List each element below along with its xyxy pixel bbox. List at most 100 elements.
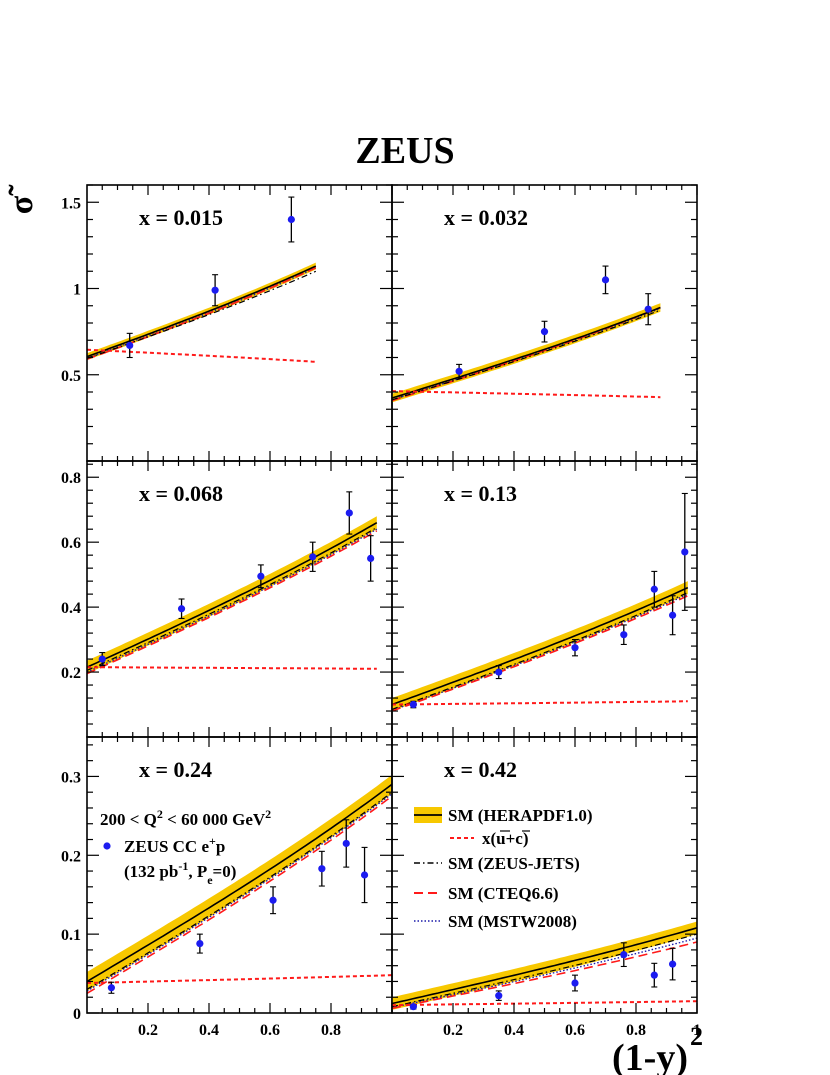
data-marker — [98, 655, 106, 663]
data-point — [342, 819, 350, 868]
cteq-curve — [86, 530, 378, 675]
data-marker — [211, 286, 219, 294]
legend-label: SM (ZEUS-JETS) — [448, 854, 580, 873]
legend-label: SM (HERAPDF1.0) — [448, 806, 592, 825]
data-point — [257, 564, 265, 589]
data-point — [269, 886, 277, 915]
q2-range-label: 200 < Q2 < 60 000 GeV2 — [100, 807, 271, 829]
legend-item-mstw: SM (MSTW2008) — [414, 912, 577, 931]
panel-label: x = 0.24 — [139, 757, 212, 782]
y-tick-label: 0.1 — [61, 927, 81, 944]
data-point — [620, 942, 628, 968]
sea-curve — [87, 666, 377, 670]
data-point — [571, 974, 579, 992]
cteq-curve — [391, 595, 689, 712]
data-marker — [345, 509, 353, 517]
lumi-label: (132 pb-1, Pe=0) — [124, 859, 236, 887]
data-marker — [342, 839, 350, 848]
y-tick-label: 0.3 — [61, 769, 81, 786]
x-tick-label: 0.8 — [321, 1022, 341, 1039]
x-axis-label-exponent: 2 — [690, 1022, 703, 1051]
herapdf-curve — [86, 783, 393, 983]
data-marker — [318, 865, 326, 873]
panel-label: x = 0.42 — [444, 757, 517, 782]
data-marker — [620, 631, 628, 639]
data-point — [177, 598, 186, 620]
data-point — [345, 491, 353, 535]
sea-curve — [86, 974, 393, 984]
legend-item-zeus-jets: SM (ZEUS-JETS) — [414, 854, 580, 873]
data-marker — [409, 700, 417, 709]
data-point — [495, 665, 503, 680]
herapdf-curve — [391, 927, 698, 1005]
herapdf-band — [87, 516, 377, 674]
data-marker — [540, 328, 549, 336]
panel-0-015: 0.5 1 1.5 x = 0.015 — [61, 184, 393, 462]
sea-curve — [391, 390, 661, 399]
data-marker — [669, 611, 677, 619]
y-tick-label: 0.4 — [61, 600, 81, 617]
legend-item-herapdf: SM (HERAPDF1.0) — [414, 806, 592, 825]
herapdf-curve — [86, 522, 378, 668]
data-point — [620, 624, 628, 646]
data-marker — [196, 940, 204, 948]
data-marker — [620, 951, 628, 959]
data-point — [495, 990, 503, 1001]
data-marker — [650, 585, 658, 593]
legend-label: x(u+c) — [482, 829, 529, 848]
data-marker — [107, 984, 115, 992]
x-tick-label: 0.6 — [260, 1022, 280, 1039]
data-point — [571, 639, 579, 657]
data-marker — [495, 668, 503, 676]
panel-0-42: 0.2 0.4 0.6 0.8 1 x = 0.42 SM (HERAPDF1.0) x(u+… — [391, 736, 701, 1039]
data-point — [309, 541, 317, 572]
x-tick-label: 0.8 — [626, 1022, 646, 1039]
data-marker — [644, 305, 652, 313]
data-legend-marker — [103, 842, 111, 850]
y-tick-label: 1.5 — [61, 195, 81, 212]
x-tick-label: 1 — [693, 1022, 701, 1039]
data-marker — [571, 979, 579, 987]
data-point — [601, 265, 610, 295]
data-legend-label: ZEUS CC e+p — [124, 834, 225, 856]
data-marker — [650, 971, 658, 979]
data-marker — [455, 367, 463, 375]
data-marker — [601, 276, 610, 284]
data-point — [98, 652, 106, 667]
panel-label: x = 0.015 — [139, 205, 223, 230]
x-axis-label: (1-y) 2 — [612, 1022, 703, 1075]
data-point — [126, 332, 134, 359]
panel-frame — [86, 184, 393, 462]
x-tick-label: 0.2 — [443, 1022, 463, 1039]
panel-0-13: x = 0.13 — [391, 460, 698, 738]
data-marker — [177, 605, 186, 613]
data-marker — [309, 553, 317, 561]
y-tick-label: 1 — [73, 282, 81, 299]
data-point — [681, 492, 689, 611]
mstw-curve — [391, 593, 689, 712]
y-tick-label: 0.2 — [61, 665, 81, 682]
herapdf-band — [392, 921, 697, 1010]
data-marker — [409, 1003, 417, 1011]
zeus-jets-curve — [391, 309, 661, 401]
y-axis-label: σ̃ — [3, 184, 40, 214]
zeus-jets-curve — [86, 270, 317, 359]
data-point — [107, 981, 115, 994]
herapdf-curve — [391, 306, 661, 399]
data-point — [650, 570, 658, 608]
data-marker — [669, 960, 677, 968]
data-marker — [571, 644, 579, 652]
data-point — [287, 196, 295, 243]
chart-title: ZEUS — [355, 130, 454, 172]
panel-0-24: 0 0.1 0.2 0.3 0.2 0.4 0.6 0.8 x = 0.24 200 < Q2 <… — [61, 736, 393, 1039]
data-point — [196, 933, 204, 954]
cteq-curve — [86, 795, 393, 994]
panel-0-032: x = 0.032 — [391, 184, 698, 462]
herapdf-band — [87, 774, 392, 991]
zeus-jets-curve — [391, 591, 689, 710]
y-tick-label: 0 — [73, 1006, 81, 1023]
data-marker — [269, 896, 277, 904]
data-point — [367, 535, 375, 582]
mstw-curve — [86, 528, 378, 673]
